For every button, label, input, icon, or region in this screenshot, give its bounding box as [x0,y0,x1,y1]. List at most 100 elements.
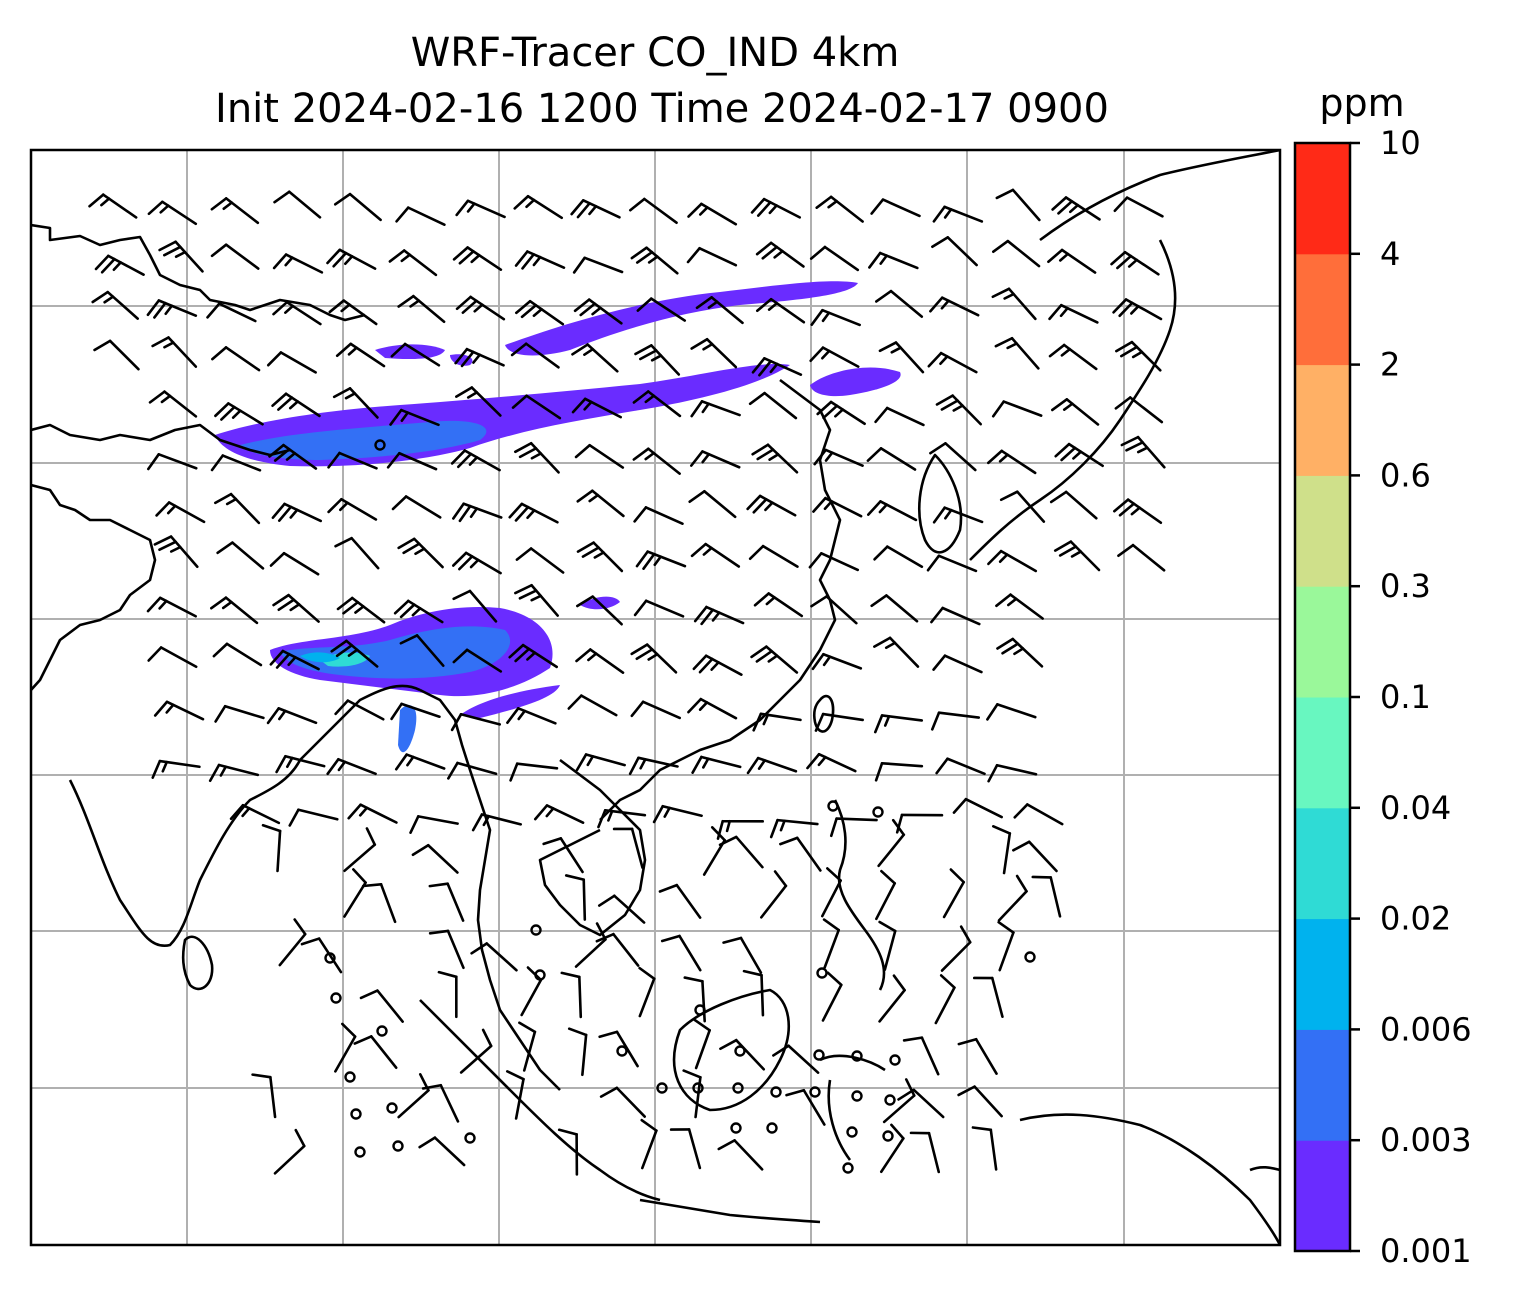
wind-barb [397,537,444,569]
colorbar-tick-label: 2 [1380,346,1400,384]
wind-barb [514,250,566,270]
wind-barb [816,400,866,426]
wind-barb [518,1021,537,1072]
calm-circle [692,1082,704,1094]
wind-barb [632,390,682,418]
colorbar-bin [1295,807,1350,920]
wind-barb [153,535,199,569]
wind-barb [334,699,385,721]
calm-circle [1024,951,1036,963]
wind-barb [693,1018,711,1070]
wind-barb [567,694,618,717]
wind-barb [660,934,702,972]
wind-barb [897,1088,945,1119]
wind-barb [1047,248,1097,274]
wind-barb [829,817,878,838]
wind-barb [94,254,145,276]
wind-barb [638,966,656,1018]
wind-barb [151,336,198,368]
coast-borneo [672,988,791,1112]
wind-barb [931,236,978,267]
wind-barb [336,596,386,624]
wind-barb [875,869,897,921]
wind-barb [874,406,925,427]
wind-barb [866,447,917,471]
wind-barb [576,541,624,573]
wind-barb [957,1037,998,1075]
wind-barb [811,652,863,671]
wind-barb [688,490,737,519]
wind-barb [929,296,980,317]
wind-barb [343,868,367,918]
wind-barb [447,761,498,780]
colorbar-tick-label: 10 [1380,124,1421,162]
wind-barb [1117,543,1166,572]
wind-barb [902,1036,940,1076]
wind-barb [722,936,763,974]
wind-barb [390,702,441,721]
wind-barb [971,1126,998,1171]
wind-barb [957,1085,1003,1118]
wind-barb [573,298,623,325]
wind-barb [693,605,745,626]
wind-barb [996,637,1044,668]
wind-barb [210,197,260,225]
wind-barb [870,198,921,218]
wind-barb [452,648,503,673]
wind-barb [330,639,379,668]
wind-barb [88,193,138,219]
wind-barb [874,761,924,782]
calm-circle [770,1086,782,1098]
wind-barb [810,308,861,327]
wind-barb [691,755,742,774]
wind-barb [575,648,625,674]
wind-barb [359,989,404,1023]
wind-barb [327,451,378,470]
wind-barb [146,596,197,618]
wind-barb [628,756,679,776]
wind-barb [214,492,261,525]
wind-barb [750,197,802,219]
wind-barb [759,870,788,919]
wind-barb [772,1044,820,1074]
wind-barb [942,868,966,919]
wind-barb [261,823,282,873]
wind-barb [511,394,562,420]
wind-barb [997,920,1015,972]
wind-barb [882,1078,916,1124]
calm-circle [534,969,546,981]
wind-barb [822,918,841,969]
wind-barb [658,883,702,919]
wind-barb [690,400,741,418]
wind-barb [1112,298,1163,321]
wind-barb [508,502,559,524]
calm-circle [846,1126,858,1138]
calm-circle [766,1122,778,1134]
wind-barb [271,502,323,523]
wind-barb [1048,303,1099,324]
wind-barb [873,714,924,734]
wind-barb [572,256,624,274]
wind-barb [751,357,803,377]
wind-barb [146,299,198,319]
wind-barb [335,342,386,368]
coast-indochina [538,758,647,937]
wind-barb [510,342,560,369]
wind-barb [630,643,678,674]
coast-west-asia [31,223,366,322]
wind-barb [687,697,738,720]
wind-barb [717,1139,764,1171]
wind-barb [147,646,198,669]
wind-barb [927,351,978,374]
coast-sumatra [419,999,661,1202]
colorbar-ticks: 0.001 0.003 0.006 0.02 0.04 0.1 0.3 0.6 2 4 10 [1350,124,1472,1270]
wind-barb [395,206,446,226]
wind-barb [229,803,281,825]
tracer-plume-gangetic-inner [300,652,340,663]
wind-barb [394,753,446,771]
calm-circle [851,1090,863,1102]
wind-barb [153,700,205,721]
wind-barb [992,239,1041,268]
wind-barb [1054,442,1104,468]
colorbar-bin [1295,586,1350,698]
